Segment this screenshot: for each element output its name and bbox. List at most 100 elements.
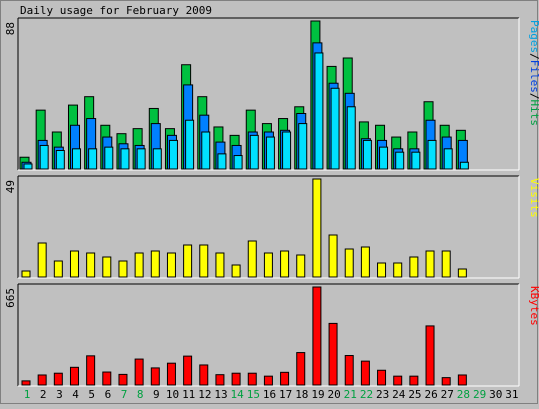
bar-pages [459,161,469,170]
bar-kbytes [86,355,96,386]
bar-pages [362,139,372,170]
x-axis-labels: 1 2 3 4 5 6 7 8 9 10 11 12 13 14 15 16 17 18 19 20 21 22 23 24 2… [24,388,519,401]
bar-visits [263,252,273,278]
bar-visits [457,268,467,278]
bar-kbytes [360,360,370,386]
bar-visits [53,260,63,278]
bar-visits [166,252,176,278]
x-tick-label: 21 [344,388,357,401]
x-tick-label: 8 [137,388,144,401]
bar-visits [150,250,160,278]
bar-pages [23,163,33,170]
bar-kbytes [328,322,338,386]
bar-kbytes [263,375,273,386]
bar-pages [282,131,292,170]
x-tick-label: 5 [88,388,95,401]
bar-kbytes [441,377,451,386]
legend-entry: Pages [528,20,539,53]
x-tick-label: 13 [214,388,227,401]
x-tick-label: 14 [231,388,245,401]
bar-kbytes [118,373,128,386]
bar-visits [102,256,112,278]
bar-visits [134,252,144,278]
x-tick-label: 26 [424,388,437,401]
bar-pages [185,119,195,170]
x-tick-label: 25 [408,388,421,401]
bar-visits [312,178,322,278]
x-tick-label: 24 [392,388,406,401]
x-tick-label: 1 [24,388,31,401]
legend-hits-files-pages: Pages/Files/Hits [528,20,539,126]
bar-kbytes [457,374,467,386]
bar-pages [104,146,114,170]
bar-kbytes [231,372,241,386]
bar-kbytes [53,372,63,386]
bar-pages [233,155,243,170]
bar-kbytes [21,380,31,386]
bar-kbytes [150,367,160,386]
bar-kbytes [393,375,403,386]
bar-kbytes [134,358,144,386]
bar-visits [393,262,403,278]
bar-pages [88,148,98,170]
bar-visits [360,246,370,278]
bar-pages [249,134,259,170]
x-tick-label: 22 [360,388,373,401]
x-tick-label: 6 [105,388,112,401]
bar-pages [411,151,421,170]
bar-kbytes [280,371,290,386]
bar-visits [21,270,31,278]
bar-pages [168,139,178,170]
x-tick-label: 16 [263,388,276,401]
x-tick-label: 7 [121,388,128,401]
bar-visits [86,252,96,278]
x-tick-label: 20 [328,388,341,401]
bar-visits [231,264,241,278]
bar-pages [427,139,437,170]
bar-pages [39,144,49,170]
y-max-label-hits-files-pages: 88 [4,22,17,35]
x-tick-label: 31 [505,388,518,401]
bar-pages [346,106,356,170]
legend-entry: / [528,53,539,60]
x-tick-label: 15 [247,388,260,401]
bar-kbytes [69,366,79,386]
bar-visits [296,254,306,278]
bar-pages [120,148,130,170]
legend-entry: Files [528,60,539,93]
bar-kbytes [37,374,47,386]
bar-visits [37,242,47,278]
x-tick-label: 27 [441,388,454,401]
bar-visits [199,244,209,278]
bar-pages [330,87,340,170]
bar-visits [69,250,79,278]
bar-pages [71,148,81,170]
x-tick-label: 2 [40,388,47,401]
bar-visits [118,260,128,278]
x-tick-label: 12 [198,388,211,401]
bar-pages [314,52,324,170]
x-tick-label: 9 [153,388,160,401]
bar-kbytes [296,352,306,386]
bar-visits [183,244,193,278]
bar-pages [55,150,65,170]
x-tick-label: 28 [457,388,470,401]
bar-pages [136,148,146,170]
bar-visits [344,248,354,278]
legend-kbytes: KBytes [528,286,539,326]
x-tick-label: 11 [182,388,195,401]
panel-hits-files-pages: 88 Pages/Files/Hits [4,17,539,171]
x-tick-label: 17 [279,388,292,401]
bar-kbytes [409,375,419,386]
x-tick-label: 23 [376,388,389,401]
bar-visits [425,250,435,278]
bar-kbytes [166,362,176,386]
bar-visits [328,234,338,278]
bar-pages [217,153,227,170]
bar-kbytes [183,355,193,386]
legend-entry: KBytes [528,286,539,326]
legend-entry: / [528,93,539,100]
bar-pages [379,146,389,170]
